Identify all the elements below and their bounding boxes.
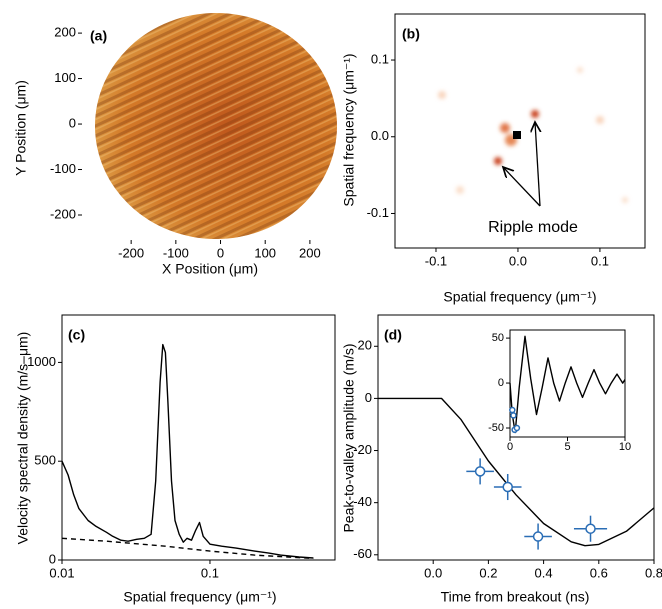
y-tick-label: 50 [492, 332, 504, 344]
spectrum-peak [513, 131, 521, 139]
y-tick-label: -50 [488, 422, 504, 434]
x-tick-label: 0 [217, 245, 224, 260]
y-tick-label: -20 [353, 442, 372, 457]
frame [377, 314, 655, 561]
y-tick-label: 20 [358, 338, 372, 353]
x-tick-label: -200 [118, 245, 144, 260]
y-tick-label: -100 [50, 161, 76, 176]
panel-label: (d) [384, 327, 402, 343]
panel-label: (a) [90, 28, 107, 44]
x-tick-label: -100 [163, 245, 189, 260]
series-line [509, 335, 626, 434]
y-axis-label: Peak-to-valley amplitude (m/s) [341, 343, 357, 532]
y-tick-label: 0.1 [371, 51, 389, 66]
x-tick-label: 0.1 [201, 565, 219, 580]
y-tick-label: 100 [54, 70, 76, 85]
data-point [509, 406, 516, 414]
series-line [378, 397, 655, 547]
y-tick-label: 0 [498, 377, 504, 389]
x-tick-label: 5 [564, 441, 570, 453]
panel-label: (c) [68, 327, 85, 343]
data-point [585, 523, 596, 534]
y-axis-label: Spatial frequency (μm⁻¹) [341, 53, 357, 206]
x-axis-label: Spatial frequency (μm⁻¹) [443, 289, 596, 305]
x-axis-label: X Position (μm) [162, 261, 258, 277]
y-axis-label: Velocity spectral density (m/s–μm) [15, 332, 31, 545]
data-point [513, 424, 521, 432]
surface-image [95, 13, 337, 239]
data-point [474, 466, 486, 477]
x-tick-label: 0.4 [535, 565, 553, 580]
data-point [532, 531, 544, 542]
x-tick-label: -0.1 [425, 253, 447, 268]
y-tick-label: 500 [34, 453, 56, 468]
arrows [503, 122, 540, 207]
y-tick-label: 1000 [27, 354, 56, 369]
x-tick-label: 0.1 [591, 253, 609, 268]
series-line [61, 537, 314, 560]
y-tick-label: 0 [365, 390, 372, 405]
y-axis-label: Y Position (μm) [13, 80, 29, 176]
y-tick-label: -40 [353, 494, 372, 509]
x-tick-label: 10 [619, 441, 631, 453]
x-tick-label: 200 [299, 245, 321, 260]
x-tick-label: 0.6 [590, 565, 608, 580]
panel-label: (b) [402, 26, 420, 42]
y-tick-label: 200 [54, 25, 76, 40]
y-tick-label: 0 [69, 115, 76, 130]
y-tick-label: 0.0 [371, 128, 389, 143]
x-tick-label: 0.0 [424, 565, 442, 580]
frame [394, 13, 646, 249]
frame [61, 314, 336, 561]
y-tick-label: -60 [353, 546, 372, 561]
x-tick-label: 0.0 [509, 253, 527, 268]
x-tick-label: 0.01 [49, 565, 74, 580]
x-tick-label: 100 [254, 245, 276, 260]
inset-background [510, 330, 625, 437]
x-tick-label: 0 [507, 441, 513, 453]
x-axis-label: Spatial frequency (μm⁻¹) [123, 589, 276, 605]
x-axis-label: Time from breakout (ns) [441, 589, 590, 605]
data-point [510, 412, 517, 419]
spectrum-image [438, 67, 628, 203]
x-tick-label: 0.8 [645, 565, 662, 580]
annotation: Ripple mode [488, 219, 578, 236]
x-tick-label: 0.2 [479, 565, 497, 580]
data-point [502, 481, 513, 493]
series-line [61, 343, 314, 559]
y-tick-label: 0 [49, 551, 56, 566]
y-tick-label: -200 [50, 206, 76, 221]
y-tick-label: -0.1 [367, 205, 389, 220]
